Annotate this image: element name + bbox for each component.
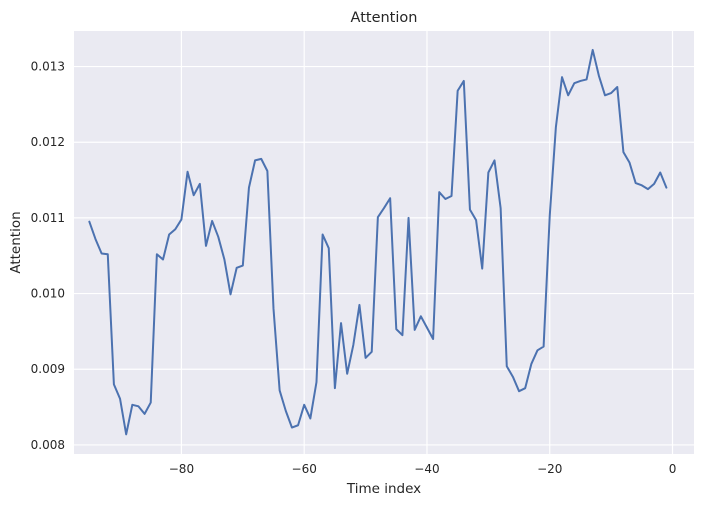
x-tick-label: −20	[537, 462, 562, 476]
x-tick-label: −40	[414, 462, 439, 476]
x-axis-title: Time index	[346, 481, 421, 497]
series-layer	[88, 48, 668, 436]
plot-area	[74, 31, 694, 454]
gridlines	[74, 31, 694, 454]
y-tick-label: 0.008	[31, 438, 65, 452]
tick-labels: −80 −60 −40 −20 0 0.008 0.009 0.010 0.011 0.012 0.…	[31, 60, 677, 476]
x-tick-label: −80	[169, 462, 194, 476]
y-tick-label: 0.010	[31, 287, 65, 301]
y-tick-label: 0.009	[31, 362, 65, 376]
y-tick-label: 0.012	[31, 135, 65, 149]
y-axis-title: Attention	[8, 211, 24, 273]
x-tick-label: −60	[292, 462, 317, 476]
y-tick-label: 0.011	[31, 211, 65, 225]
x-tick-label: 0	[669, 462, 677, 476]
series-line-attention	[88, 48, 668, 436]
y-tick-label: 0.013	[31, 60, 65, 74]
chart-title: Attention	[351, 10, 418, 26]
